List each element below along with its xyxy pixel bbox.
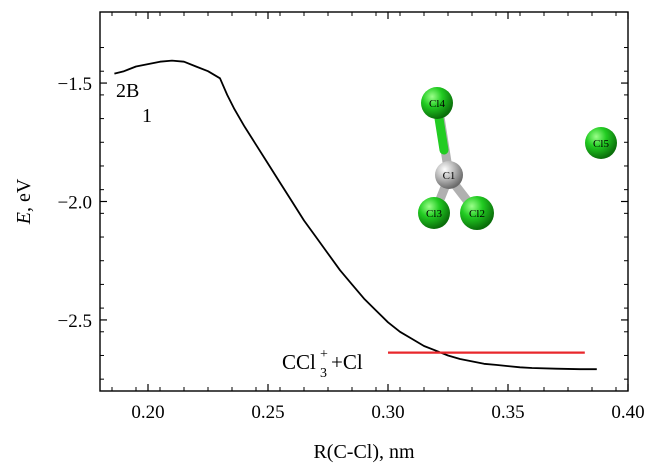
atom-label-cl4: Cl4 <box>429 98 445 110</box>
x-tick-label: 0.25 <box>251 402 284 423</box>
x-axis: 0.20 0.25 0.30 0.35 0.40 <box>111 12 645 423</box>
y-axis: −1.5 −2.0 −2.5 <box>58 47 628 380</box>
atom-label-cl3: Cl3 <box>426 208 442 220</box>
molecule-diagram: Cl4 C1 Cl3 Cl2 Cl5 <box>418 87 617 230</box>
atom-cl2 <box>460 196 494 230</box>
x-axis-label: R(C-Cl), nm <box>313 441 415 463</box>
asymptote-label-rest: +Cl <box>331 350 363 374</box>
x-tick-label: 0.40 <box>611 402 644 423</box>
y-tick-label: −1.5 <box>58 74 92 95</box>
x-tick-label: 0.35 <box>491 402 524 423</box>
atom-label-c1: C1 <box>443 170 456 182</box>
state-label: 2B <box>116 80 139 102</box>
atom-label-cl2: Cl2 <box>469 208 485 220</box>
atom-cl4 <box>421 87 453 119</box>
y-tick-label: −2.0 <box>58 193 92 214</box>
atom-cl3 <box>418 197 450 229</box>
y-axis-label: E, eV <box>13 178 35 225</box>
x-tick-label: 0.30 <box>371 402 404 423</box>
x-tick-label: 0.20 <box>131 402 164 423</box>
atom-c1 <box>435 161 463 189</box>
y-axis-label-unit: , eV <box>13 178 35 212</box>
y-axis-label-symbol: E <box>13 212 35 225</box>
series-layer <box>114 59 597 371</box>
asymptote-label-subscript: 3 <box>320 366 327 381</box>
potential-energy-curve <box>114 59 597 371</box>
state-label-subscript: 1 <box>142 105 152 127</box>
asymptote-label: CCl 3 + +Cl <box>282 347 363 381</box>
plot-frame <box>99 11 629 392</box>
asymptote-label-main: CCl <box>282 350 316 374</box>
atom-cl5 <box>585 127 617 159</box>
y-tick-label: −2.5 <box>58 311 92 332</box>
atom-label-cl5: Cl5 <box>593 138 609 150</box>
asymptote-label-superscript: + <box>320 347 328 362</box>
